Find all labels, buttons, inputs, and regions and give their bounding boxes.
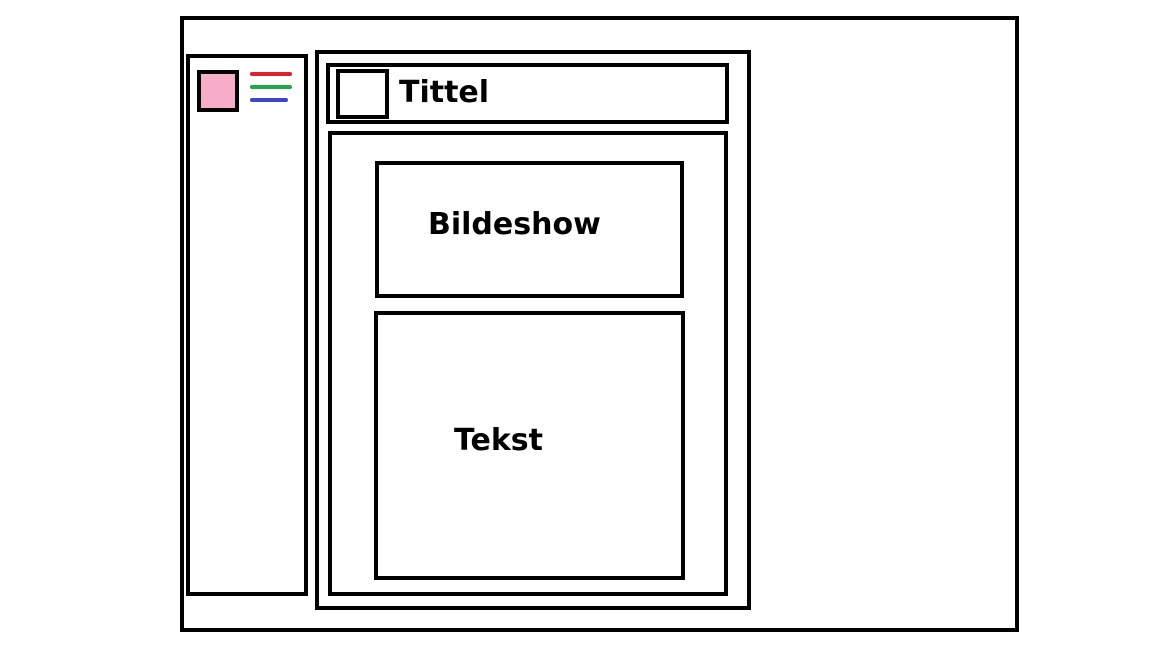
slideshow-box[interactable] — [375, 161, 684, 298]
text-box — [374, 311, 685, 580]
hamburger-menu-icon[interactable] — [250, 72, 294, 106]
page-title: Tittel — [399, 75, 490, 110]
menu-line-bottom — [250, 98, 288, 102]
menu-line-middle — [250, 85, 292, 89]
header-bar — [326, 63, 729, 124]
slideshow-label: Bildeshow — [428, 207, 601, 242]
header-image-placeholder — [336, 69, 389, 119]
page-frame — [180, 16, 1019, 632]
text-label: Tekst — [454, 423, 543, 458]
menu-line-top — [250, 72, 292, 76]
logo — [197, 70, 239, 112]
content-panel — [328, 131, 728, 596]
sidebar — [186, 54, 308, 596]
main-panel — [315, 50, 751, 610]
